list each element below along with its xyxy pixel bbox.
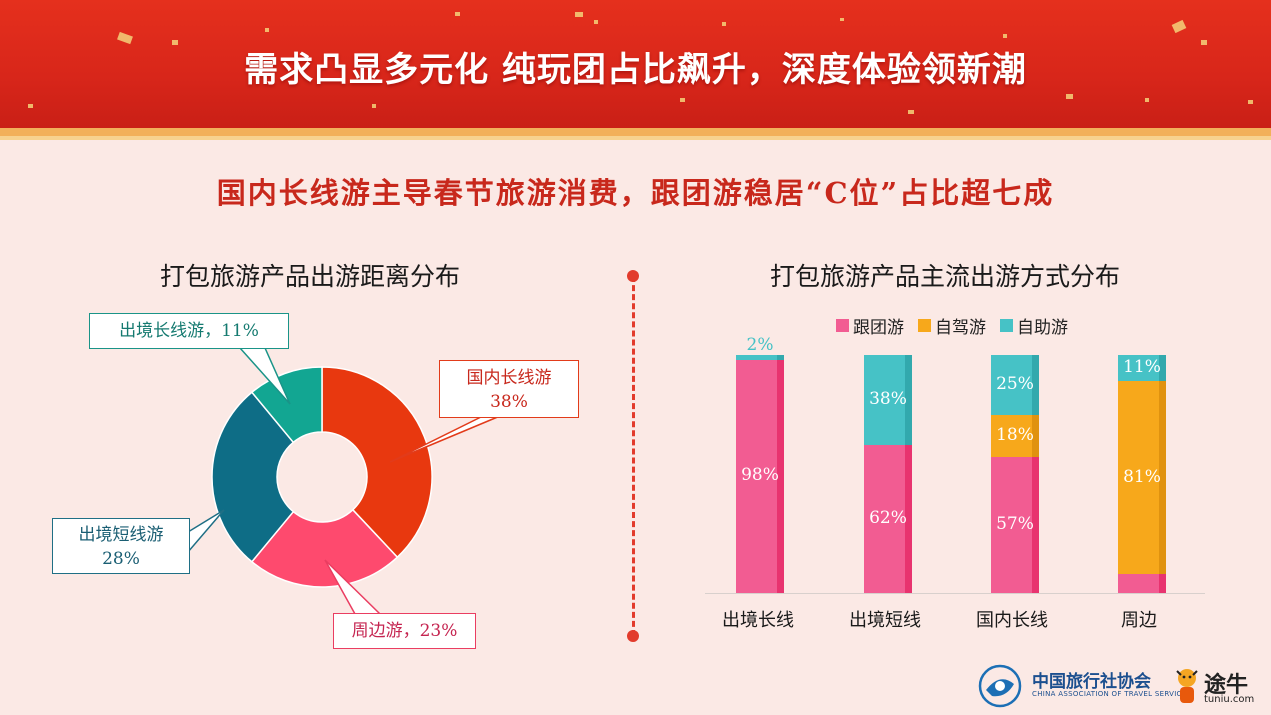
main-title: 需求凸显多元化 纯玩团占比飙升，深度体验领新潮 <box>244 50 1027 90</box>
bar-outbound-long-group-tour: 98% <box>736 359 784 593</box>
legend-swatch-free-tour <box>1000 318 1013 332</box>
divider-dot-top <box>627 270 639 282</box>
callout-domestic-long-name: 国内长线游 <box>466 368 552 388</box>
bar-legend: 跟团游 自驾游 自助游 <box>836 312 1096 338</box>
bar-nearby-self-drive: 81% <box>1118 381 1166 574</box>
bar-label-domestic-long-self-drive: 18% <box>996 424 1034 445</box>
bar-label-outbound-short-free-tour: 38% <box>869 389 907 410</box>
bar-baseline <box>705 593 1205 594</box>
callout-outbound-long-text: 出境长线游，11% <box>119 321 259 341</box>
divider-dot-bottom <box>627 630 639 642</box>
donut-slice-nearby <box>250 508 399 588</box>
bar-domestic-long-free-tour: 25% <box>991 355 1039 415</box>
leader-outbound-short <box>187 509 225 555</box>
donut-slice-outbound-long <box>250 366 323 444</box>
category-label-outbound-short: 出境短线 <box>849 610 921 631</box>
legend-label-self-drive: 自驾游 <box>935 317 986 338</box>
callout-outbound-short-name: 出境短线游 <box>78 525 164 545</box>
category-label-domestic-long: 国内长线 <box>976 610 1048 631</box>
bar-label-domestic-long-group-tour: 57% <box>996 514 1034 535</box>
cats-logo-english: CHINA ASSOCIATION OF TRAVEL SERVICES <box>1032 690 1192 698</box>
donut-slice-domestic-long <box>321 366 433 559</box>
legend-item-group-tour: 跟团游 <box>836 313 904 338</box>
header-banner: 需求凸显多元化 纯玩团占比飙升，深度体验领新潮 <box>0 0 1271 128</box>
bar-domestic-long-group-tour: 57% <box>991 457 1039 593</box>
legend-item-free-tour: 自助游 <box>1000 313 1068 338</box>
legend-swatch-group-tour <box>836 318 849 332</box>
donut-slice-outbound-short <box>211 391 295 563</box>
bar-label-outbound-long-free-tour: 2% <box>746 335 774 355</box>
bar-domestic-long-self-drive: 18% <box>991 414 1039 458</box>
bar-label-domestic-long-free-tour: 25% <box>996 373 1034 394</box>
bar-label-nearby-self-drive: 81% <box>1123 466 1161 487</box>
callout-outbound-short-pct: 28% <box>102 549 140 569</box>
callout-domestic-long-pct: 38% <box>490 392 528 412</box>
tuniu-logo-name: 途牛 <box>1204 673 1249 698</box>
bar-label-outbound-long-group-tour: 98% <box>741 465 779 486</box>
callout-domestic-long: 国内长线游 38% <box>439 360 579 418</box>
footer-logos: 中国旅行社协会 CHINA ASSOCIATION OF TRAVEL SERV… <box>978 660 1268 710</box>
legend-label-group-tour: 跟团游 <box>853 317 904 338</box>
cats-logo-name: 中国旅行社协会 <box>1032 672 1151 692</box>
callout-outbound-long: 出境长线游，11% <box>89 313 289 349</box>
page-subtitle: 国内长线游主导春节旅游消费，跟团游稳居“C位”占比超七成 <box>216 176 1055 210</box>
legend-item-self-drive: 自驾游 <box>918 313 986 338</box>
leader-outbound-long <box>238 347 291 405</box>
category-label-outbound-long: 出境长线 <box>722 610 794 631</box>
bar-chart-title: 打包旅游产品主流出游方式分布 <box>769 262 1120 291</box>
bar-label-nearby-free-tour: 11% <box>1123 357 1161 378</box>
donut-chart-title: 打包旅游产品出游距离分布 <box>159 262 460 291</box>
bar-outbound-short-group-tour: 62% <box>864 445 912 593</box>
section-divider <box>632 276 635 636</box>
legend-swatch-self-drive <box>918 318 931 332</box>
bar-outbound-short-free-tour: 38% <box>864 355 912 446</box>
bar-nearby-group-tour: 8% <box>1118 554 1166 593</box>
category-label-nearby: 周边 <box>1121 610 1157 631</box>
leader-domestic-long <box>389 415 501 463</box>
bar-label-outbound-short-group-tour: 62% <box>869 508 907 529</box>
tuniu-logo-url: tuniu.com <box>1204 694 1255 705</box>
cats-logo-icon <box>978 664 1022 708</box>
tuniu-mascot-icon <box>1176 669 1198 703</box>
leader-nearby <box>324 559 382 615</box>
banner-stripe <box>0 128 1271 136</box>
legend-label-free-tour: 自助游 <box>1017 317 1068 338</box>
banner-stripe-light <box>0 136 1271 140</box>
callout-nearby: 周边游，23% <box>333 613 476 649</box>
bar-nearby-free-tour: 11% <box>1118 355 1166 382</box>
callout-nearby-text: 周边游，23% <box>351 621 458 641</box>
callout-outbound-short: 出境短线游 28% <box>52 518 190 574</box>
bar-outbound-long-free-tour: 2% <box>736 335 784 360</box>
